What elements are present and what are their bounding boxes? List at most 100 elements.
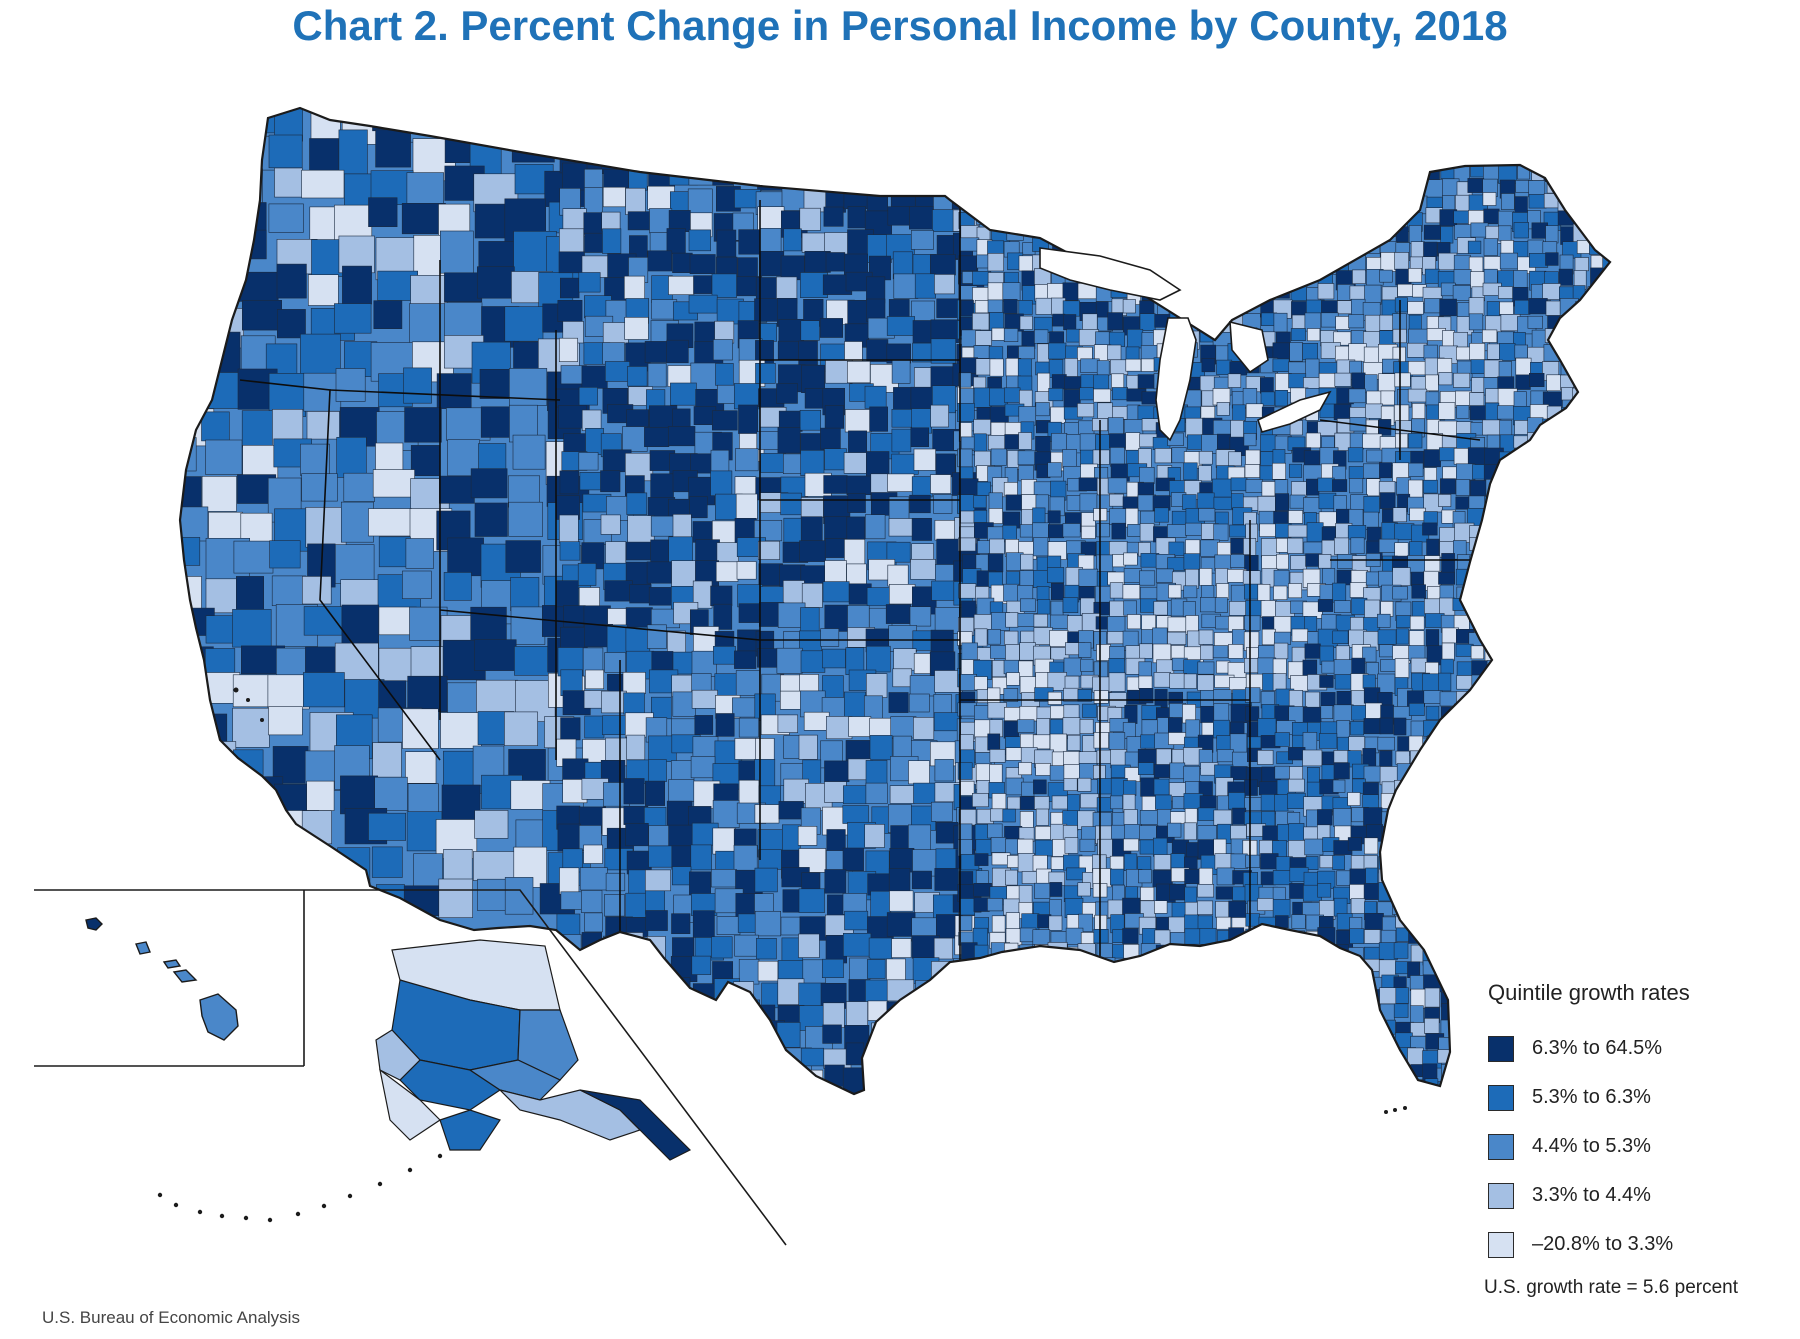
county-cell: [1227, 946, 1242, 964]
county-cell: [1513, 824, 1527, 838]
county-cell: [647, 119, 674, 141]
county-cell: [1574, 841, 1591, 859]
county-cell: [1306, 959, 1320, 978]
county-cell: [1032, 1006, 1048, 1020]
county-cell: [692, 521, 713, 543]
county-cell: [1168, 252, 1182, 270]
county-cell: [988, 1003, 1005, 1021]
county-cell: [1274, 164, 1293, 184]
county-cell: [688, 294, 718, 314]
county-cell: [1335, 316, 1350, 330]
county-cell: [1122, 1004, 1143, 1020]
county-cell: [1081, 525, 1096, 539]
county-cell: [1513, 523, 1532, 545]
county-cell: [989, 749, 1006, 763]
county-cell: [1337, 165, 1351, 182]
county-cell: [1589, 808, 1610, 825]
county-cell: [1272, 899, 1291, 918]
county-cell: [1213, 496, 1233, 511]
county-cell: [1395, 1097, 1411, 1116]
county-cell: [180, 880, 195, 909]
county-cell: [689, 496, 708, 519]
county-cell: [1303, 541, 1323, 555]
county-cell: [1079, 959, 1095, 977]
county-cell: [1572, 554, 1589, 568]
county-cell: [1170, 177, 1184, 193]
county-cell: [1110, 868, 1125, 886]
county-cell: [1486, 689, 1505, 703]
county-cell: [1605, 179, 1610, 194]
county-cell: [892, 668, 912, 688]
county-cell: [1394, 542, 1409, 558]
county-cell: [1154, 992, 1174, 1012]
county-cell: [1051, 148, 1071, 167]
county-cell: [1156, 162, 1174, 176]
county-cell: [866, 108, 894, 124]
county-cell: [1527, 809, 1547, 825]
county-cell: [754, 1090, 782, 1094]
county-cell: [959, 1051, 980, 1069]
county-cell: [1351, 167, 1369, 182]
county-cell: [1442, 195, 1456, 211]
county-cell: [1471, 944, 1492, 959]
county-cell: [1438, 571, 1456, 585]
county-cell: [1562, 346, 1579, 367]
county-cell: [1469, 405, 1488, 421]
county-cell: [180, 266, 214, 303]
county-cell: [1603, 390, 1610, 406]
county-cell: [1441, 931, 1458, 948]
county-cell: [1110, 1065, 1127, 1083]
county-cell: [1213, 148, 1234, 166]
county-cell: [1453, 747, 1472, 766]
county-cell: [1363, 765, 1382, 783]
county-cell: [1184, 196, 1205, 216]
county-cell: [1259, 151, 1274, 168]
county-cell: [1227, 297, 1246, 314]
county-cell: [1501, 193, 1515, 210]
county-cell: [338, 129, 368, 175]
county-cell: [1336, 1020, 1356, 1040]
county-cell: [798, 1091, 820, 1094]
county-cell: [1498, 612, 1519, 632]
county-cell: [1033, 1051, 1052, 1069]
county-cell: [1561, 467, 1574, 485]
county-cell: [668, 536, 693, 565]
county-cell: [691, 650, 718, 677]
county-cell: [1232, 807, 1247, 825]
county-cell: [600, 470, 621, 493]
county-cell: [1558, 900, 1573, 918]
county-cell: [1033, 959, 1052, 973]
county-cell: [1427, 735, 1445, 752]
county-cell: [1572, 223, 1588, 244]
county-cell: [1140, 1051, 1159, 1072]
county-cell: [1572, 152, 1589, 168]
county-cell: [1291, 943, 1308, 958]
county-cell: [1079, 718, 1094, 734]
county-cell: [1408, 267, 1423, 283]
county-cell: [1411, 765, 1425, 781]
county-cell: [754, 867, 778, 893]
county-cell: [1035, 193, 1055, 209]
county-cell: [1425, 855, 1445, 872]
county-cell: [1607, 477, 1610, 492]
county-cell: [973, 614, 992, 632]
county-cell: [1379, 750, 1393, 767]
county-cell: [1411, 584, 1426, 599]
county-cell: [1558, 630, 1574, 644]
county-cell: [1232, 1067, 1249, 1084]
county-cell: [510, 606, 546, 645]
county-cell: [1111, 149, 1126, 169]
county-cell: [1006, 990, 1023, 1004]
county-cell: [934, 143, 958, 162]
county-cell: [841, 166, 868, 196]
county-cell: [1502, 960, 1520, 981]
county-cell: [375, 129, 411, 168]
county-cell: [956, 1064, 979, 1090]
county-cell: [913, 145, 943, 174]
county-cell: [1408, 824, 1424, 845]
county-cell: [991, 660, 1006, 678]
county-cell: [1408, 479, 1423, 499]
county-cell: [478, 443, 507, 473]
county-cell: [888, 625, 918, 652]
county-cell: [1243, 1062, 1263, 1082]
